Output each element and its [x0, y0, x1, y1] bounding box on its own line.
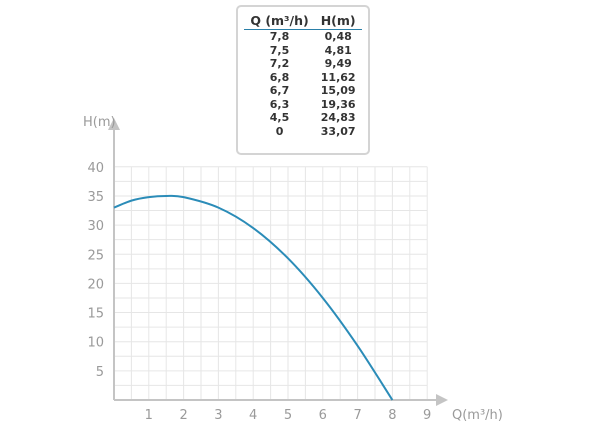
y-tick-label: 10: [87, 336, 104, 351]
y-axis-arrow-icon: [108, 118, 120, 130]
table-row: 0 33,07: [244, 125, 361, 139]
y-axis-label: H(m): [83, 115, 116, 130]
y-tick-label: 15: [87, 307, 104, 322]
x-tick-label: 8: [388, 408, 396, 423]
x-axis-arrow-icon: [436, 394, 448, 406]
x-tick-label: 9: [423, 408, 431, 423]
table-cell: 6,8: [269, 70, 290, 84]
table-row: 7,2 9,49: [244, 57, 361, 71]
table-cell: 7,8: [269, 30, 290, 43]
data-table: Q (m³/h) H(m) 7,8 0,48 7,5 4,81 7,2 9,49 6,8 11…: [236, 5, 370, 155]
table-cell: 19,36: [320, 97, 356, 111]
table-cell: 24,83: [320, 111, 356, 124]
y-tick-label: 5: [96, 365, 104, 380]
table-cell: 4,81: [324, 43, 352, 57]
table-cell: 11,62: [320, 70, 356, 84]
table-header-q: Q (m³/h): [244, 13, 315, 30]
table-cell: 6,3: [269, 97, 290, 111]
y-tick-label: 40: [87, 161, 104, 176]
table-cell: 9,49: [324, 57, 352, 70]
table-row: 6,3 19,36: [244, 98, 361, 112]
x-tick-label: 1: [145, 408, 153, 423]
y-tick-label: 25: [87, 248, 104, 263]
x-tick-label: 3: [214, 408, 222, 423]
x-tick-label: 6: [319, 408, 327, 423]
table-cell: 7,5: [269, 43, 290, 57]
table-cell: 7,2: [269, 57, 290, 70]
table-row: 6,8 11,62: [244, 71, 361, 85]
table-cell: 4,5: [269, 111, 290, 124]
y-tick-label: 30: [87, 219, 104, 234]
table-cell: 0: [275, 124, 284, 138]
table-row: 7,8 0,48: [244, 30, 361, 44]
x-tick-label: 7: [353, 408, 361, 423]
x-tick-label: 4: [249, 408, 257, 423]
x-tick-label: 2: [179, 408, 187, 423]
table-cell: 33,07: [320, 124, 356, 138]
x-axis-label: Q(m³/h): [452, 408, 503, 423]
table-row: 4,5 24,83: [244, 111, 361, 125]
series-line: [113, 194, 394, 401]
table-cell: 6,7: [269, 84, 290, 97]
y-tick-label: 35: [87, 190, 104, 205]
table-header-h: H(m): [314, 13, 362, 30]
table-row: 6,7 15,09: [244, 84, 361, 98]
x-tick-label: 5: [284, 408, 292, 423]
table-cell: 15,09: [320, 84, 356, 97]
y-tick-label: 20: [87, 277, 104, 292]
table-cell: 0,48: [324, 30, 352, 43]
table-row: 7,5 4,81: [244, 44, 361, 58]
